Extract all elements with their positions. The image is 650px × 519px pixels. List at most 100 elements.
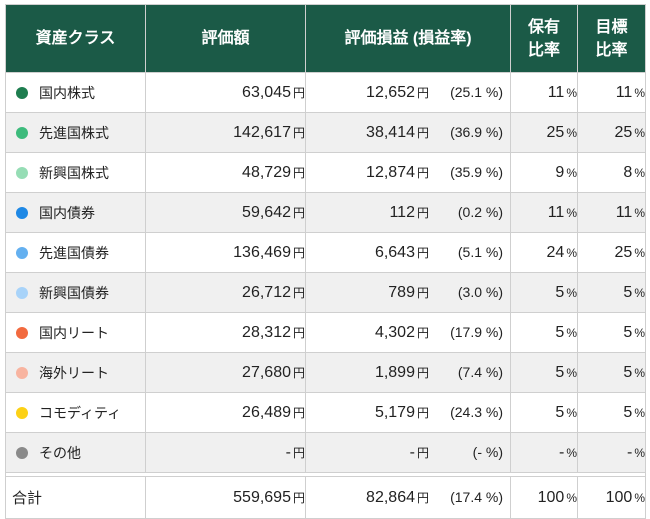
- table-row: 先進国株式 142,617 円 38,414 円 (36.9 %) 25% 25%: [5, 112, 646, 153]
- color-dot-icon: [16, 326, 28, 339]
- yen-unit: 円: [416, 365, 429, 380]
- asset-class-name: 国内債券: [39, 204, 95, 221]
- header-asset-class: 資産クラス: [5, 4, 146, 73]
- pnl-rate: (36.9 %): [450, 123, 503, 140]
- pnl-rate: (7.4 %): [457, 363, 503, 380]
- asset-class-name: 先進国債券: [39, 244, 109, 261]
- percent-unit: %: [634, 125, 645, 140]
- pnl-rate: (5.1 %): [457, 243, 503, 260]
- value-amount: 63,045: [242, 83, 291, 101]
- header-holding-ratio: 保有 比率: [510, 4, 578, 73]
- asset-class-name: その他: [39, 444, 81, 461]
- table-row: 海外リート 27,680 円 1,899 円 (7.4 %) 5% 5%: [5, 352, 646, 393]
- header-value: 評価額: [145, 4, 306, 73]
- holding-ratio: 11: [547, 203, 565, 221]
- yen-unit: 円: [416, 445, 429, 460]
- percent-unit: %: [634, 365, 645, 380]
- yen-unit: 円: [416, 285, 429, 300]
- pnl-amount: 1,899: [374, 363, 415, 381]
- asset-class-name: 新興国債券: [39, 284, 109, 301]
- table-row: 新興国債券 26,712 円 789 円 (3.0 %) 5% 5%: [5, 272, 646, 313]
- percent-unit: %: [634, 85, 645, 100]
- pnl-amount: 38,414: [366, 123, 415, 141]
- yen-unit: 円: [416, 165, 429, 180]
- target-ratio: 5: [623, 403, 633, 421]
- total-pnl: 82,864: [366, 488, 415, 506]
- color-dot-icon: [16, 246, 28, 259]
- value-amount: -: [285, 443, 291, 461]
- table-row: コモディティ 26,489 円 5,179 円 (24.3 %) 5% 5%: [5, 392, 646, 433]
- pnl-amount: 6,643: [374, 243, 415, 261]
- table-row: その他 - 円 - 円 (- %) -% -%: [5, 432, 646, 473]
- value-amount: 26,712: [242, 283, 291, 301]
- holding-ratio: 5: [555, 403, 565, 421]
- color-dot-icon: [16, 206, 28, 219]
- percent-unit: %: [634, 165, 645, 180]
- yen-unit: 円: [292, 365, 305, 380]
- total-target: 100: [605, 488, 633, 506]
- total-separator: [5, 472, 646, 477]
- asset-class-name: 国内株式: [39, 84, 95, 101]
- table-row: 国内債券 59,642 円 112 円 (0.2 %) 11% 11%: [5, 192, 646, 233]
- pnl-amount: 5,179: [374, 403, 415, 421]
- header-pnl: 評価損益 (損益率): [305, 4, 511, 73]
- yen-unit: 円: [292, 125, 305, 140]
- header-target-ratio: 目標 比率: [577, 4, 646, 73]
- percent-unit: %: [566, 285, 577, 300]
- color-dot-icon: [16, 126, 28, 139]
- percent-unit: %: [634, 445, 645, 460]
- total-row: 合計 559,695 円 82,864 円 (17.4 %) 100% 100%: [5, 476, 646, 519]
- pnl-rate: (17.9 %): [450, 323, 503, 340]
- target-ratio: 11: [615, 203, 633, 221]
- table-row: 国内株式 63,045 円 12,652 円 (25.1 %) 11% 11%: [5, 72, 646, 113]
- pnl-rate: (- %): [472, 443, 503, 460]
- pnl-rate: (24.3 %): [450, 403, 503, 420]
- yen-unit: 円: [292, 85, 305, 100]
- asset-class-name: 国内リート: [39, 324, 109, 341]
- value-amount: 48,729: [242, 163, 291, 181]
- target-ratio: 5: [623, 323, 633, 341]
- table-row: 国内リート 28,312 円 4,302 円 (17.9 %) 5% 5%: [5, 312, 646, 353]
- value-amount: 142,617: [233, 123, 291, 141]
- pnl-amount: 12,874: [366, 163, 415, 181]
- value-amount: 136,469: [233, 243, 291, 261]
- color-dot-icon: [16, 286, 28, 299]
- value-amount: 26,489: [242, 403, 291, 421]
- percent-unit: %: [566, 205, 577, 220]
- yen-unit: 円: [416, 205, 429, 220]
- percent-unit: %: [566, 165, 577, 180]
- yen-unit: 円: [416, 245, 429, 260]
- holding-ratio: 11: [547, 83, 565, 101]
- holding-ratio: 5: [555, 323, 565, 341]
- yen-unit: 円: [416, 405, 429, 420]
- holding-ratio: -: [559, 443, 565, 461]
- yen-unit: 円: [292, 245, 305, 260]
- yen-unit: 円: [416, 490, 429, 505]
- value-amount: 28,312: [242, 323, 291, 341]
- percent-unit: %: [566, 445, 577, 460]
- yen-unit: 円: [292, 405, 305, 420]
- color-dot-icon: [16, 446, 28, 459]
- pnl-amount: 112: [389, 203, 415, 221]
- asset-class-name: コモディティ: [39, 404, 122, 421]
- percent-unit: %: [634, 205, 645, 220]
- pnl-rate: (3.0 %): [457, 283, 503, 300]
- asset-class-name: 先進国株式: [39, 124, 109, 141]
- percent-unit: %: [634, 285, 645, 300]
- yen-unit: 円: [292, 325, 305, 340]
- color-dot-icon: [16, 406, 28, 419]
- target-ratio: -: [627, 443, 633, 461]
- pnl-amount: 4,302: [374, 323, 415, 341]
- percent-unit: %: [634, 490, 645, 505]
- percent-unit: %: [634, 325, 645, 340]
- percent-unit: %: [566, 125, 577, 140]
- percent-unit: %: [634, 405, 645, 420]
- color-dot-icon: [16, 166, 28, 179]
- asset-class-name: 新興国株式: [39, 164, 109, 181]
- target-ratio: 5: [623, 363, 633, 381]
- total-rate: (17.4 %): [450, 488, 503, 505]
- holding-ratio: 25: [546, 123, 565, 141]
- color-dot-icon: [16, 86, 28, 99]
- yen-unit: 円: [416, 125, 429, 140]
- percent-unit: %: [566, 405, 577, 420]
